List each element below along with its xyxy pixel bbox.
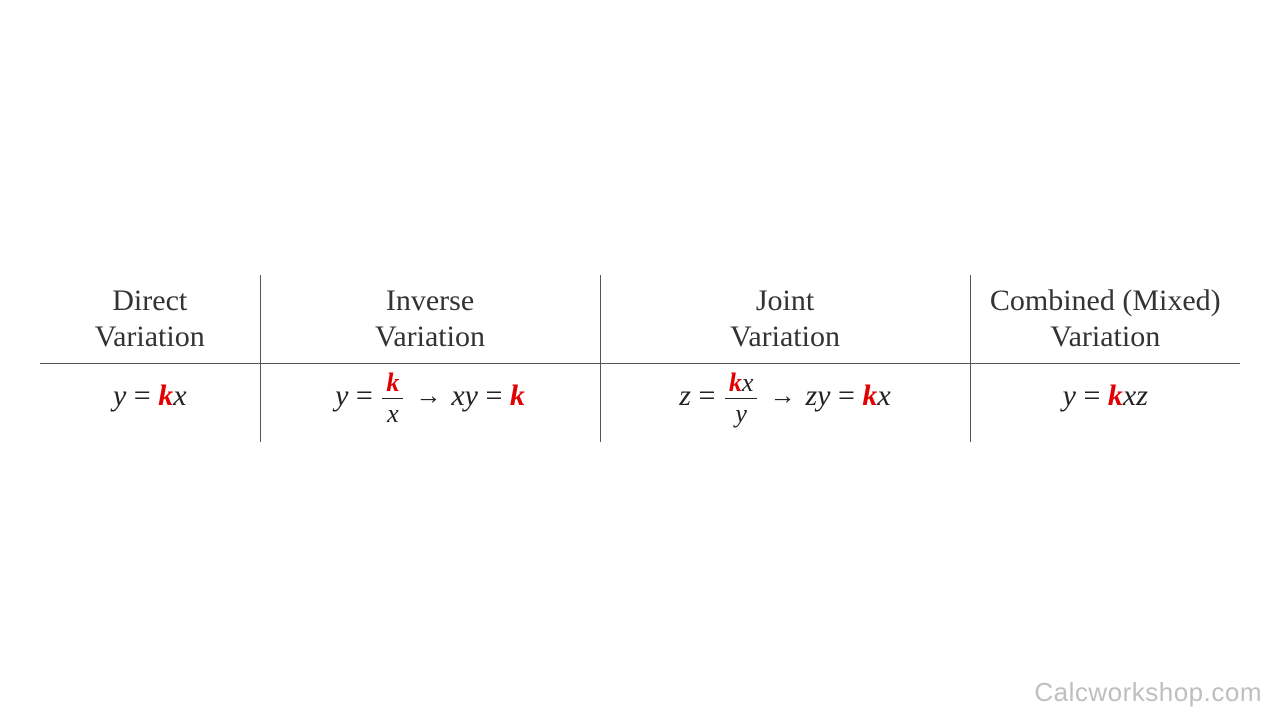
constant-k: k [510,379,525,413]
var-x: x [382,399,403,427]
var-x: x [742,368,754,397]
fraction: k x [382,370,403,427]
var-y: y [113,379,126,413]
header-line: Inverse [265,283,596,319]
equation-row: y = k x y = k x → [40,364,1240,443]
constant-k: k [729,368,742,397]
variation-table: Direct Variation Inverse Variation Joint… [40,275,1240,442]
fraction-num: kx [725,370,758,399]
table: Direct Variation Inverse Variation Joint… [40,275,1240,442]
var-y: y [725,399,758,427]
cell-inverse: y = k x → xy = k [260,364,600,443]
cell-direct: y = k x [40,364,260,443]
header-line: Direct [44,283,256,319]
var-y: y [1063,379,1076,413]
watermark: Calcworkshop.com [1034,677,1262,708]
var-zy: zy [805,379,830,413]
arrow-icon: → [415,381,441,411]
header-inverse: Inverse Variation [260,275,600,364]
equation: y = k xz [1063,364,1148,428]
equals: = [1076,379,1108,413]
header-line: Combined (Mixed) [975,283,1237,319]
fraction: kx y [725,370,758,427]
header-row: Direct Variation Inverse Variation Joint… [40,275,1240,364]
header-line: Variation [265,319,596,355]
header-direct: Direct Variation [40,275,260,364]
equals: = [691,379,723,413]
header-line: Joint [605,283,966,319]
constant-k: k [382,370,403,399]
constant-k: k [862,379,877,413]
var-y: y [335,379,348,413]
equation: y = k x → xy = k [335,364,525,428]
var-xz: xz [1123,379,1148,413]
var-xy: xy [451,379,478,413]
constant-k: k [1108,379,1123,413]
equals: = [830,379,862,413]
equals: = [126,379,158,413]
arrow-icon: → [769,381,795,411]
header-line: Variation [975,319,1237,355]
cell-joint: z = kx y → zy = k x [600,364,970,443]
var-x: x [173,379,186,413]
var-x: x [877,379,890,413]
cell-combined: y = k xz [970,364,1240,443]
equals: = [348,379,380,413]
header-combined: Combined (Mixed) Variation [970,275,1240,364]
equals: = [478,379,510,413]
header-line: Variation [44,319,256,355]
equation: y = k x [113,364,187,428]
header-line: Variation [605,319,966,355]
constant-k: k [158,379,173,413]
header-joint: Joint Variation [600,275,970,364]
equation: z = kx y → zy = k x [679,364,890,428]
var-z: z [679,379,691,413]
